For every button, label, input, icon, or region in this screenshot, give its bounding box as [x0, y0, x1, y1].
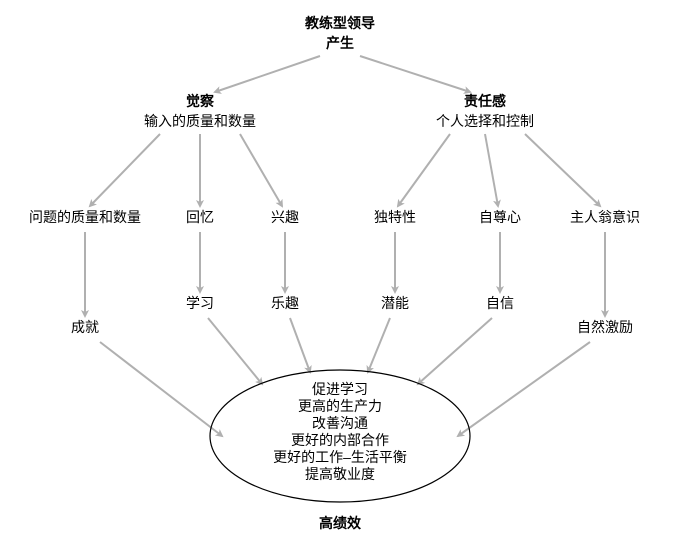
node-n6: 主人翁意识	[570, 209, 640, 225]
node-n2: 回忆	[186, 209, 214, 225]
arrow	[240, 134, 282, 206]
top-title: 教练型领导	[305, 15, 375, 31]
branch-right-subtitle: 个人选择和控制	[436, 113, 534, 129]
arrow	[90, 134, 160, 206]
arrow	[208, 318, 262, 384]
outcome-line-0: 促进学习	[312, 381, 368, 397]
node-m2: 学习	[186, 295, 214, 311]
arrow	[398, 134, 450, 206]
branch-right-title: 责任感	[464, 93, 506, 109]
arrow	[360, 56, 470, 92]
branch-left-subtitle: 输入的质量和数量	[144, 113, 256, 129]
outcome-line-1: 更高的生产力	[298, 398, 382, 414]
branch-left-title: 觉察	[186, 93, 215, 109]
arrow	[458, 342, 590, 436]
node-n5: 自尊心	[479, 209, 521, 225]
arrow	[525, 134, 600, 206]
node-m4: 潜能	[381, 295, 409, 311]
outcome-line-4: 更好的工作–生活平衡	[273, 449, 407, 465]
diagram-canvas: 促进学习更高的生产力改善沟通更好的内部合作更好的工作–生活平衡提高敬业度 教练型领…	[0, 0, 680, 547]
arrow	[290, 318, 310, 372]
outcome-line-3: 更好的内部合作	[291, 432, 389, 448]
arrow	[485, 134, 498, 206]
node-m6: 自然激励	[577, 319, 633, 335]
outcome-line-5: 提高敬业度	[305, 466, 375, 482]
arrow	[215, 56, 320, 92]
node-m5: 自信	[486, 295, 514, 311]
node-n3: 兴趣	[271, 209, 299, 225]
arrow	[418, 318, 492, 384]
arrow	[100, 342, 222, 436]
arrow	[368, 318, 390, 372]
outcome-line-2: 改善沟通	[312, 415, 368, 431]
text-layer: 促进学习更高的生产力改善沟通更好的内部合作更好的工作–生活平衡提高敬业度 教练型领…	[29, 15, 640, 531]
top-subtitle: 产生	[326, 35, 354, 51]
node-m3: 乐趣	[271, 295, 299, 311]
node-n4: 独特性	[374, 209, 416, 225]
node-n1: 问题的质量和数量	[29, 209, 141, 225]
bottom-label: 高绩效	[319, 515, 362, 531]
node-m1: 成就	[71, 319, 99, 335]
